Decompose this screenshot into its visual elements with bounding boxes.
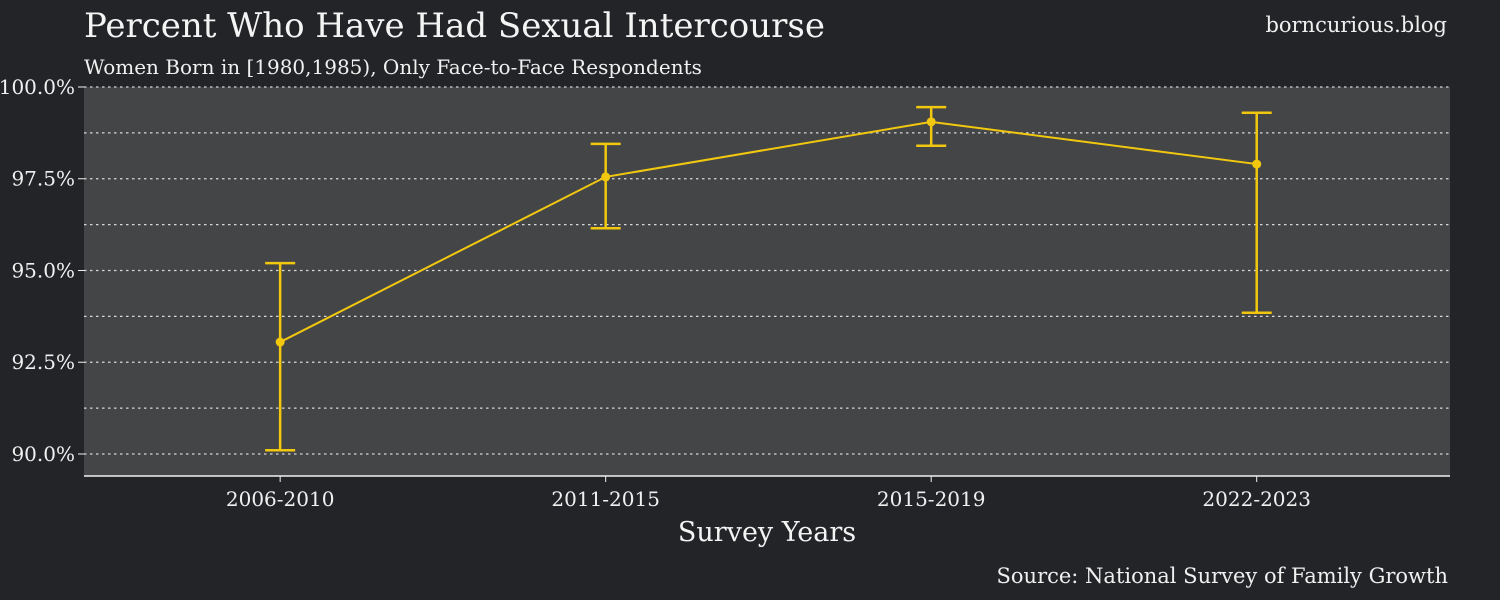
data-point xyxy=(275,337,285,347)
data-point xyxy=(601,172,611,182)
chart-subtitle: Women Born in [1980,1985), Only Face-to-… xyxy=(84,55,702,79)
site-name[interactable]: borncurious.blog xyxy=(1265,13,1447,37)
x-tick-label: 2011-2015 xyxy=(551,487,660,511)
series-0 xyxy=(265,105,1272,452)
x-tick-label: 2006-2010 xyxy=(226,487,335,511)
y-tick-label: 95.0% xyxy=(11,258,75,282)
x-tick-label: 2015-2019 xyxy=(877,487,986,511)
y-tick-label: 92.5% xyxy=(11,350,75,374)
plot-area xyxy=(84,87,1450,476)
data-point xyxy=(1252,159,1262,169)
source-note: Source: National Survey of Family Growth xyxy=(997,564,1448,588)
y-axis: 90.0% 92.5% 95.0% 97.5% 100.0% xyxy=(0,75,84,466)
x-axis: 2006-2010 2011-2015 2015-2019 2022-2023 xyxy=(226,476,1311,511)
y-tick-label: 100.0% xyxy=(0,75,75,99)
series-line xyxy=(279,120,1257,343)
chart-title: Percent Who Have Had Sexual Intercourse xyxy=(84,6,825,46)
x-tick-label: 2022-2023 xyxy=(1202,487,1311,511)
y-tick-label: 90.0% xyxy=(11,442,75,466)
data-point xyxy=(926,117,936,127)
x-axis-label: Survey Years xyxy=(678,517,856,548)
y-tick-label: 97.5% xyxy=(11,167,75,191)
